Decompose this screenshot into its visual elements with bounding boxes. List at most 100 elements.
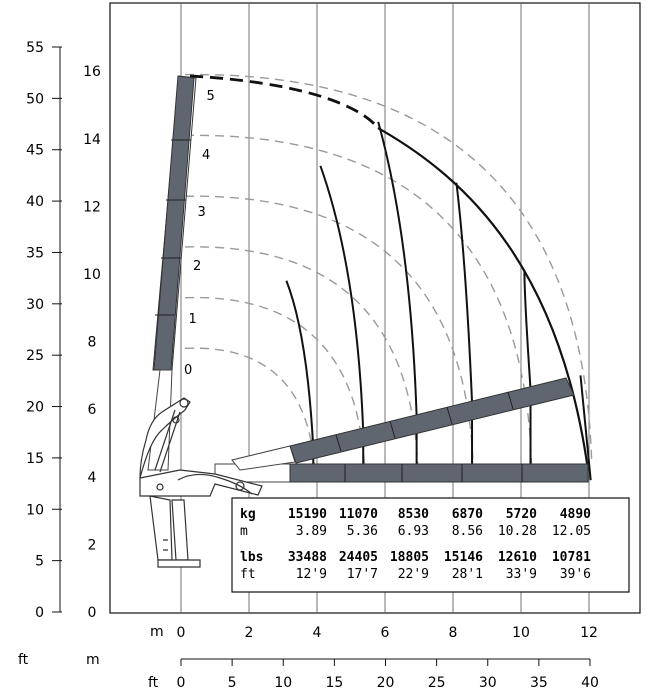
- horizontal-boom: [214, 463, 589, 483]
- table-cell-ft: 17'7: [347, 567, 378, 582]
- load-table-cells: 15190 11070 8530 6870 5720 4890 3.89 5.36 6.93 8.…: [288, 507, 591, 582]
- table-cell-kg: 4890: [560, 507, 591, 522]
- table-cell-m: 5.36: [347, 524, 378, 539]
- load-curve: [377, 121, 418, 477]
- ft-tick-label: 35: [26, 245, 44, 261]
- ft-tick-label: 50: [26, 91, 44, 107]
- boom-segment-lines: [155, 139, 191, 316]
- m-tick-label: 6: [88, 402, 97, 418]
- extension-label: 2: [193, 259, 201, 274]
- envelope-dashed-top: [189, 74, 380, 129]
- m-horizontal-axis: 0 2 4 6 8 10 12: [177, 625, 598, 641]
- m-h-tick-label: 12: [580, 625, 598, 641]
- load-curve: [455, 182, 474, 477]
- table-cell-lbs: 15146: [444, 550, 483, 565]
- m-tick-label: 4: [88, 470, 97, 486]
- load-table-border: [231, 497, 630, 593]
- extension-label: 0: [184, 363, 192, 378]
- iboom-white: [231, 445, 296, 471]
- table-cell-kg: 11070: [339, 507, 378, 522]
- m-h-tick-label: 8: [449, 625, 458, 641]
- m-bottom-unit: m: [150, 624, 164, 640]
- unit-m: m: [240, 524, 248, 539]
- extension-labels: 0 1 2 3 4 5: [184, 89, 215, 378]
- reach-arc-2: [184, 246, 419, 464]
- ft-bottom-unit: ft: [148, 675, 159, 691]
- load-curve: [523, 270, 532, 477]
- ft-tick-label: 30: [26, 297, 44, 313]
- ft-tick-label: 5: [35, 554, 44, 570]
- ft-h-tick-label: 40: [581, 675, 599, 691]
- ft-h-tick-label: 30: [479, 675, 497, 691]
- m-h-tick-label: 2: [245, 625, 254, 641]
- extension-label: 4: [202, 148, 210, 163]
- m-h-tick-label: 4: [313, 625, 322, 641]
- table-cell-m: 6.93: [398, 524, 429, 539]
- ft-tick-label: 25: [26, 348, 44, 364]
- table-cell-kg: 5720: [506, 507, 537, 522]
- table-cell-m: 10.28: [498, 524, 537, 539]
- m-tick-label: 16: [83, 64, 101, 80]
- ft-h-tick-label: 15: [325, 675, 343, 691]
- table-cell-m: 8.56: [452, 524, 483, 539]
- reach-arc-1: [184, 296, 365, 464]
- vertical-boom: [147, 75, 197, 471]
- load-curve: [285, 280, 315, 477]
- m-tick-label: 14: [83, 132, 101, 148]
- table-cell-lbs: 10781: [552, 550, 591, 565]
- chart-frame: [109, 2, 641, 614]
- ft-h-tick-label: 35: [530, 675, 548, 691]
- inclined-boom: [231, 377, 575, 471]
- load-curve: [579, 375, 592, 481]
- m-tick-label: 2: [88, 537, 97, 553]
- m-h-tick-label: 0: [177, 625, 186, 641]
- m-tick-label: 8: [88, 335, 97, 351]
- m-vertical-axis: 0 2 4 6 8 10 12 14 16: [83, 64, 101, 621]
- ft-tick-label: 20: [26, 400, 44, 416]
- ft-h-tick-label: 5: [228, 675, 237, 691]
- load-curve: [319, 165, 365, 477]
- m-tick-label: 0: [88, 605, 97, 621]
- table-cell-lbs: 24405: [339, 550, 378, 565]
- ft-horizontal-axis: 0 5 10 15 20 25 30 35 40: [177, 658, 599, 691]
- iboom-body: [289, 377, 575, 464]
- ft-h-tick-label: 0: [177, 675, 186, 691]
- unit-lbs: lbs: [240, 550, 263, 565]
- m-h-tick-label: 10: [512, 625, 530, 641]
- table-cell-m: 3.89: [296, 524, 327, 539]
- m-tick-label: 12: [83, 199, 101, 215]
- ft-tick-label: 10: [26, 502, 44, 518]
- ft-h-tick-label: 10: [274, 675, 292, 691]
- table-cell-kg: 8530: [398, 507, 429, 522]
- ft-tick-label: 55: [26, 40, 44, 56]
- outer-envelope: [189, 74, 590, 471]
- load-table: kg m lbs ft 15190 11070 8530 6870 5720 4890 3.…: [231, 497, 630, 593]
- table-cell-kg: 15190: [288, 507, 327, 522]
- ft-tick-label: 45: [26, 143, 44, 159]
- crane-base: [139, 397, 263, 568]
- m-tick-label: 10: [83, 267, 101, 283]
- reach-arc-5: [184, 73, 593, 464]
- ft-vertical-axis: 0 5 10 15 20 25 30 35 40 45 50 55: [26, 40, 62, 621]
- extension-label: 5: [207, 89, 215, 104]
- load-curves: [285, 121, 592, 481]
- unit-kg: kg: [240, 507, 256, 522]
- table-cell-lbs: 12610: [498, 550, 537, 565]
- table-cell-kg: 6870: [452, 507, 483, 522]
- plot-border: [109, 2, 641, 614]
- ft-tick-label: 0: [35, 605, 44, 621]
- m-left-unit: m: [86, 652, 100, 668]
- table-cell-ft: 33'9: [506, 567, 537, 582]
- extension-label: 3: [198, 205, 206, 220]
- unit-ft: ft: [240, 567, 256, 582]
- reach-arc-3: [184, 195, 474, 464]
- ft-tick-label: 15: [26, 451, 44, 467]
- table-cell-lbs: 18805: [390, 550, 429, 565]
- reach-arc-4: [184, 134, 533, 464]
- table-cell-ft: 28'1: [452, 567, 483, 582]
- ft-h-tick-label: 25: [428, 675, 446, 691]
- table-cell-ft: 22'9: [398, 567, 429, 582]
- table-cell-m: 12.05: [552, 524, 591, 539]
- extension-label: 1: [189, 312, 197, 327]
